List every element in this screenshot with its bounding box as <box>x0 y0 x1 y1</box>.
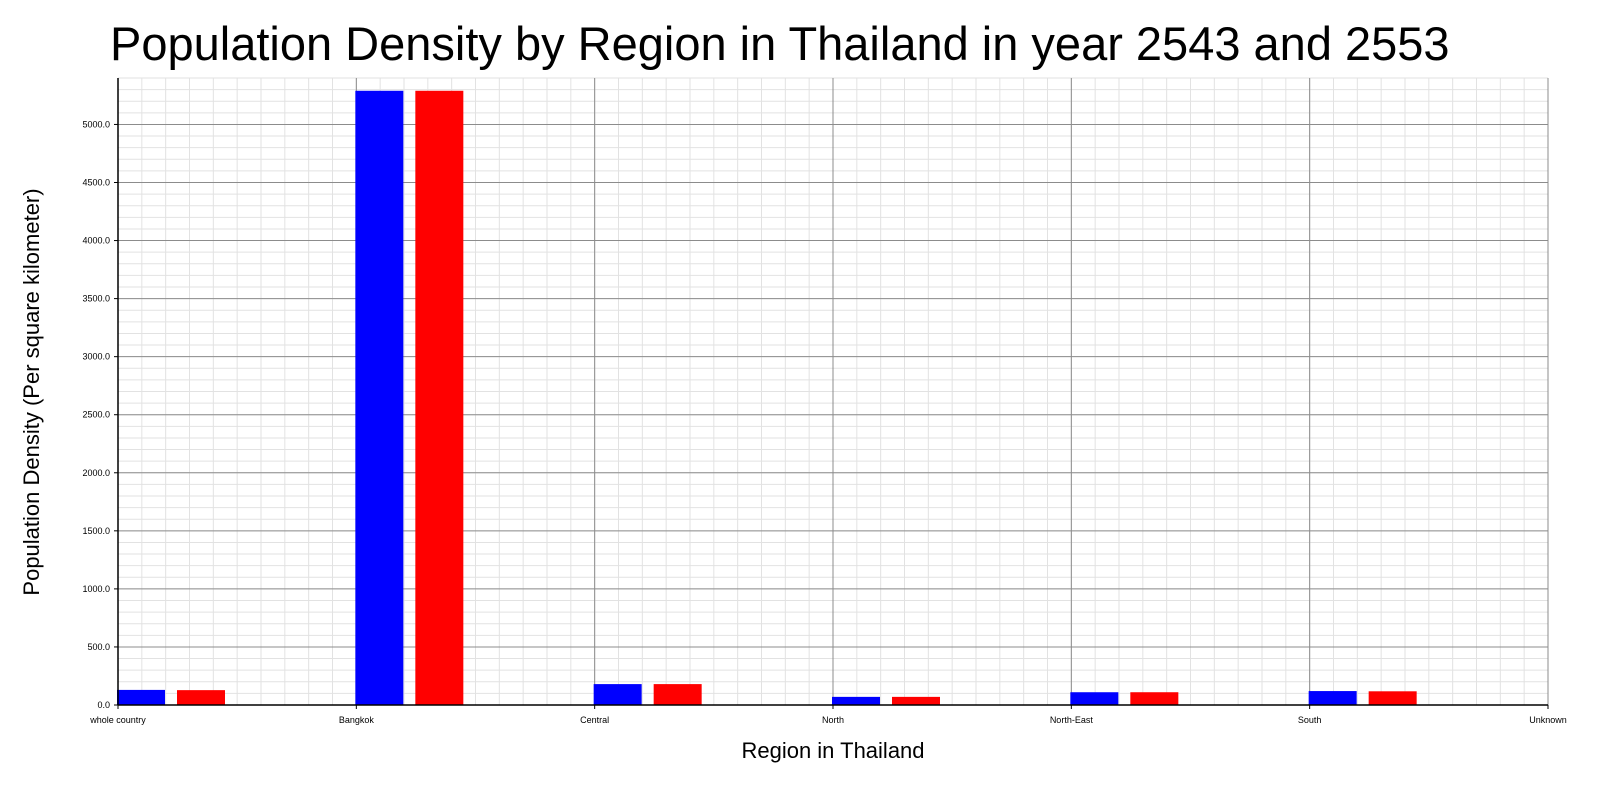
y-tick-label: 2000.0 <box>82 468 110 478</box>
x-tick-label: South <box>1298 715 1322 725</box>
y-tick-label: 5000.0 <box>82 119 110 129</box>
bar-series-2 <box>415 90 464 706</box>
bars <box>117 90 1417 706</box>
y-tick-label: 3500.0 <box>82 294 110 304</box>
y-tick-label: 500.0 <box>87 642 110 652</box>
bar-series-1 <box>355 90 404 706</box>
y-tick-labels: 0.0 500.0 1000.0 1500.0 2000.0 2500.0 3000.0 35… <box>82 119 110 710</box>
y-tick-label: 4500.0 <box>82 178 110 188</box>
x-tick-label: North-East <box>1050 715 1094 725</box>
bar-series-1 <box>1308 691 1357 705</box>
x-tick-label: Unknown <box>1529 715 1567 725</box>
bar-series-2 <box>1368 691 1417 705</box>
x-tick-label: Central <box>580 715 609 725</box>
bar-series-1 <box>1070 692 1119 705</box>
bar-series-1 <box>593 684 642 705</box>
x-tick-labels: whole country Bangkok Central North North-Ea… <box>89 715 1567 725</box>
x-tick-label: whole country <box>89 715 146 725</box>
bar-series-1 <box>117 689 165 705</box>
x-tick-label: North <box>822 715 844 725</box>
bar-series-2 <box>892 696 940 705</box>
bar-series-2 <box>177 690 225 705</box>
y-tick-label: 1500.0 <box>82 526 110 536</box>
axes <box>114 78 1549 709</box>
bar-series-1 <box>832 696 880 705</box>
bar-series-2 <box>653 684 702 705</box>
bar-series-2 <box>1130 692 1179 705</box>
y-tick-label: 3000.0 <box>82 352 110 362</box>
chart-title: Population Density by Region in Thailand… <box>110 17 1450 70</box>
x-axis-label: Region in Thailand <box>741 738 925 763</box>
x-tick-label: Bangkok <box>339 715 375 725</box>
y-tick-label: 2500.0 <box>82 410 110 420</box>
y-tick-label: 0.0 <box>97 700 110 710</box>
y-tick-label: 1000.0 <box>82 584 110 594</box>
y-tick-label: 4000.0 <box>82 236 110 246</box>
